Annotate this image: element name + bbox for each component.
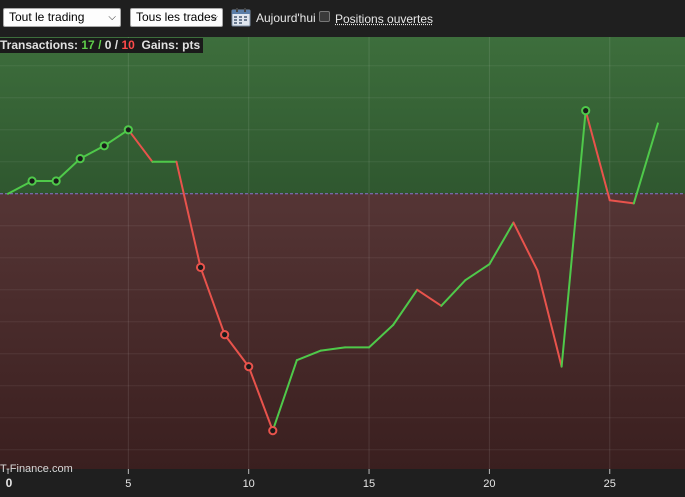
equity-segment bbox=[512, 221, 539, 272]
wins-count: 17 bbox=[81, 38, 95, 52]
trade-filter-value: Tous les trades bbox=[136, 10, 217, 24]
equity-segment bbox=[319, 346, 346, 352]
equity-segment bbox=[608, 199, 635, 205]
loss-zone bbox=[0, 193, 685, 470]
win-marker bbox=[581, 106, 591, 116]
win-marker bbox=[75, 154, 85, 164]
equity-segment bbox=[392, 288, 419, 326]
equity-segment bbox=[440, 279, 467, 307]
open-positions-checkbox[interactable] bbox=[319, 11, 330, 22]
trade-markers bbox=[27, 106, 591, 436]
neutral-count: 0 bbox=[104, 38, 112, 52]
gains-label: Gains: pts bbox=[141, 38, 201, 52]
x-tick-label: 0 bbox=[6, 476, 13, 490]
calendar-icon[interactable] bbox=[231, 7, 251, 27]
equity-segment bbox=[127, 128, 154, 163]
equity-segment bbox=[488, 221, 515, 266]
equity-chart: 0 5 10 15 20 25 bbox=[0, 37, 685, 497]
x-tick-label: 15 bbox=[363, 478, 375, 490]
equity-segment bbox=[175, 160, 202, 269]
x-tick-label: 20 bbox=[483, 478, 495, 490]
win-marker bbox=[27, 176, 37, 186]
watermark: T-Finance.com bbox=[0, 463, 73, 475]
chevron-down-icon: ⌵ bbox=[108, 12, 116, 23]
loss-marker bbox=[220, 330, 230, 340]
trading-filter-value: Tout le trading bbox=[9, 10, 85, 24]
grid bbox=[0, 37, 685, 469]
win-marker bbox=[51, 176, 61, 186]
open-positions-label[interactable]: Positions ouvertes bbox=[335, 12, 434, 26]
x-tick-label: 5 bbox=[125, 478, 131, 490]
stats-bar: Transactions: 17 / 0 / 10 Gains: pts bbox=[0, 38, 204, 53]
today-button[interactable]: Aujourd'hui bbox=[256, 11, 316, 25]
equity-segment bbox=[55, 157, 82, 182]
transactions-label: Transactions: bbox=[0, 38, 79, 52]
loss-marker bbox=[268, 426, 278, 436]
equity-segment bbox=[368, 324, 395, 349]
profit-zone bbox=[0, 37, 685, 194]
equity-segment bbox=[632, 122, 659, 205]
loss-marker bbox=[244, 362, 254, 372]
loss-marker bbox=[195, 262, 206, 272]
x-tick-label: 25 bbox=[604, 478, 616, 490]
x-axis-band bbox=[0, 469, 685, 497]
chevron-down-icon: ⌵ bbox=[210, 12, 218, 23]
losses-count: 10 bbox=[121, 38, 135, 52]
x-axis: 0 5 10 15 20 25 bbox=[6, 469, 616, 490]
equity-segment bbox=[199, 266, 226, 336]
equity-segment bbox=[416, 288, 443, 307]
equity-segment bbox=[223, 333, 250, 368]
stats-separator: / bbox=[111, 38, 122, 52]
equity-segment bbox=[271, 359, 298, 432]
equity-segment bbox=[584, 109, 611, 202]
equity-segment bbox=[295, 349, 322, 362]
toolbar: Tout le trading ⌵ Tous les trades ⌵ Aujo… bbox=[0, 0, 685, 37]
trading-filter-select[interactable]: Tout le trading ⌵ bbox=[3, 8, 121, 27]
equity-segment bbox=[247, 365, 274, 432]
equity-segment bbox=[536, 269, 563, 368]
win-marker bbox=[99, 141, 109, 151]
equity-segment bbox=[103, 128, 130, 147]
win-marker bbox=[123, 125, 133, 135]
equity-segment bbox=[560, 109, 587, 368]
equity-segment bbox=[464, 263, 491, 282]
x-tick-label: 10 bbox=[243, 478, 255, 490]
stats-separator: / bbox=[94, 38, 105, 52]
trade-filter-select[interactable]: Tous les trades ⌵ bbox=[130, 8, 223, 27]
